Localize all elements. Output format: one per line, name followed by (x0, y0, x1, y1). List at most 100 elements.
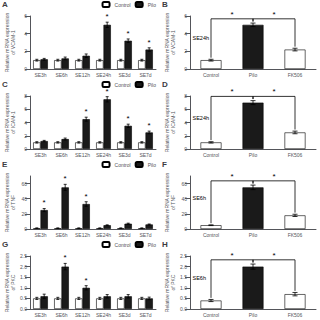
svg-text:1.5: 1.5 (180, 274, 187, 280)
svg-text:*: * (272, 251, 275, 260)
svg-text:Pilo: Pilo (249, 152, 258, 158)
svg-text:Control: Control (203, 312, 219, 318)
svg-text:*: * (127, 29, 130, 38)
svg-text:SE3d: SE3d (118, 152, 130, 158)
svg-text:Control: Control (203, 152, 219, 158)
svg-text:0: 0 (184, 226, 187, 232)
svg-text:*: * (230, 87, 233, 96)
svg-text:SE24h: SE24h (96, 312, 111, 318)
svg-text:*: * (272, 172, 275, 181)
svg-text:SE12h: SE12h (75, 232, 90, 238)
svg-text:Pilo: Pilo (249, 312, 258, 318)
svg-text:FK506: FK506 (288, 232, 303, 238)
svg-text:Pilo: Pilo (148, 82, 157, 88)
svg-text:FK506: FK506 (288, 312, 303, 318)
svg-text:*: * (230, 10, 233, 19)
svg-text:*: * (85, 107, 88, 116)
svg-text:E: E (2, 160, 8, 169)
svg-text:*: * (148, 121, 151, 130)
svg-text:0.5: 0.5 (20, 295, 27, 301)
svg-text:1.5: 1.5 (20, 274, 27, 280)
svg-text:SE6h: SE6h (55, 152, 67, 158)
svg-text:*: * (127, 114, 130, 123)
svg-text:2.5: 2.5 (20, 253, 27, 259)
svg-text:D: D (162, 80, 168, 89)
svg-text:SE3h: SE3h (34, 152, 46, 158)
svg-text:B: B (162, 0, 168, 9)
svg-text:SE12h: SE12h (75, 312, 90, 318)
svg-text:SE24h: SE24h (193, 115, 210, 121)
svg-text:SE6h: SE6h (55, 232, 67, 238)
svg-text:2.0: 2.0 (180, 264, 187, 270)
svg-text:0: 0 (24, 226, 27, 232)
svg-text:SE24h: SE24h (96, 232, 111, 238)
svg-text:of VCAM-1: of VCAM-1 (10, 30, 16, 55)
svg-text:40: 40 (181, 196, 187, 202)
svg-text:*: * (272, 10, 275, 19)
svg-text:2.5: 2.5 (180, 253, 187, 259)
svg-text:SE6h: SE6h (193, 195, 206, 201)
svg-text:60: 60 (181, 181, 187, 187)
svg-text:F: F (162, 160, 167, 169)
svg-text:*: * (85, 276, 88, 285)
svg-text:of ICAM-1: of ICAM-1 (10, 111, 16, 134)
svg-text:Control: Control (115, 162, 131, 168)
svg-text:SE3d: SE3d (118, 72, 130, 78)
svg-text:Pilo: Pilo (148, 242, 157, 248)
svg-text:*: * (230, 251, 233, 260)
svg-text:*: * (64, 174, 67, 183)
svg-text:1.0: 1.0 (20, 285, 27, 291)
svg-text:SE24h: SE24h (96, 152, 111, 158)
svg-text:6: 6 (24, 106, 27, 112)
svg-text:*: * (64, 253, 67, 262)
svg-text:2: 2 (24, 48, 27, 54)
svg-text:2: 2 (184, 48, 187, 54)
svg-text:0: 0 (184, 146, 187, 152)
svg-text:SE3d: SE3d (118, 232, 130, 238)
svg-text:FK506: FK506 (288, 152, 303, 158)
svg-text:*: * (106, 87, 109, 96)
svg-text:SE7d: SE7d (139, 232, 151, 238)
svg-text:Pilo: Pilo (148, 162, 157, 168)
svg-text:SE3h: SE3h (34, 72, 46, 78)
svg-text:SE7d: SE7d (139, 152, 151, 158)
svg-text:8: 8 (24, 93, 27, 99)
svg-text:of TNF: of TNF (10, 195, 16, 210)
svg-text:2: 2 (24, 133, 27, 139)
svg-text:FK506: FK506 (288, 72, 303, 78)
svg-text:of VCAM-1: of VCAM-1 (170, 30, 176, 55)
svg-text:SE3h: SE3h (34, 312, 46, 318)
svg-text:of PKC: of PKC (170, 274, 176, 290)
svg-text:Pilo: Pilo (249, 72, 258, 78)
svg-text:A: A (2, 0, 8, 9)
svg-text:*: * (272, 87, 275, 96)
svg-text:SE7d: SE7d (139, 72, 151, 78)
svg-text:6: 6 (184, 106, 187, 112)
svg-text:6: 6 (24, 13, 27, 19)
svg-text:2: 2 (184, 133, 187, 139)
svg-text:Control: Control (115, 242, 131, 248)
svg-text:SE24h: SE24h (193, 35, 210, 41)
svg-text:SE12h: SE12h (75, 152, 90, 158)
svg-text:6: 6 (184, 13, 187, 19)
svg-text:SE6h: SE6h (55, 312, 67, 318)
svg-text:*: * (106, 12, 109, 21)
svg-text:C: C (2, 80, 8, 89)
svg-text:*: * (85, 192, 88, 201)
svg-text:4: 4 (184, 120, 187, 126)
svg-text:60: 60 (21, 181, 27, 187)
svg-text:0: 0 (24, 66, 27, 72)
svg-text:SE12h: SE12h (75, 72, 90, 78)
svg-text:4: 4 (24, 120, 27, 126)
svg-text:0: 0 (184, 66, 187, 72)
svg-text:0: 0 (24, 146, 27, 152)
svg-text:Pilo: Pilo (249, 232, 258, 238)
svg-text:0.5: 0.5 (180, 295, 187, 301)
svg-text:4: 4 (24, 31, 27, 37)
svg-text:*: * (148, 38, 151, 47)
svg-text:Control: Control (115, 2, 131, 8)
svg-text:of ICAM-1: of ICAM-1 (170, 111, 176, 134)
svg-text:40: 40 (21, 196, 27, 202)
svg-text:SE6h: SE6h (193, 275, 206, 281)
svg-text:G: G (2, 240, 8, 249)
